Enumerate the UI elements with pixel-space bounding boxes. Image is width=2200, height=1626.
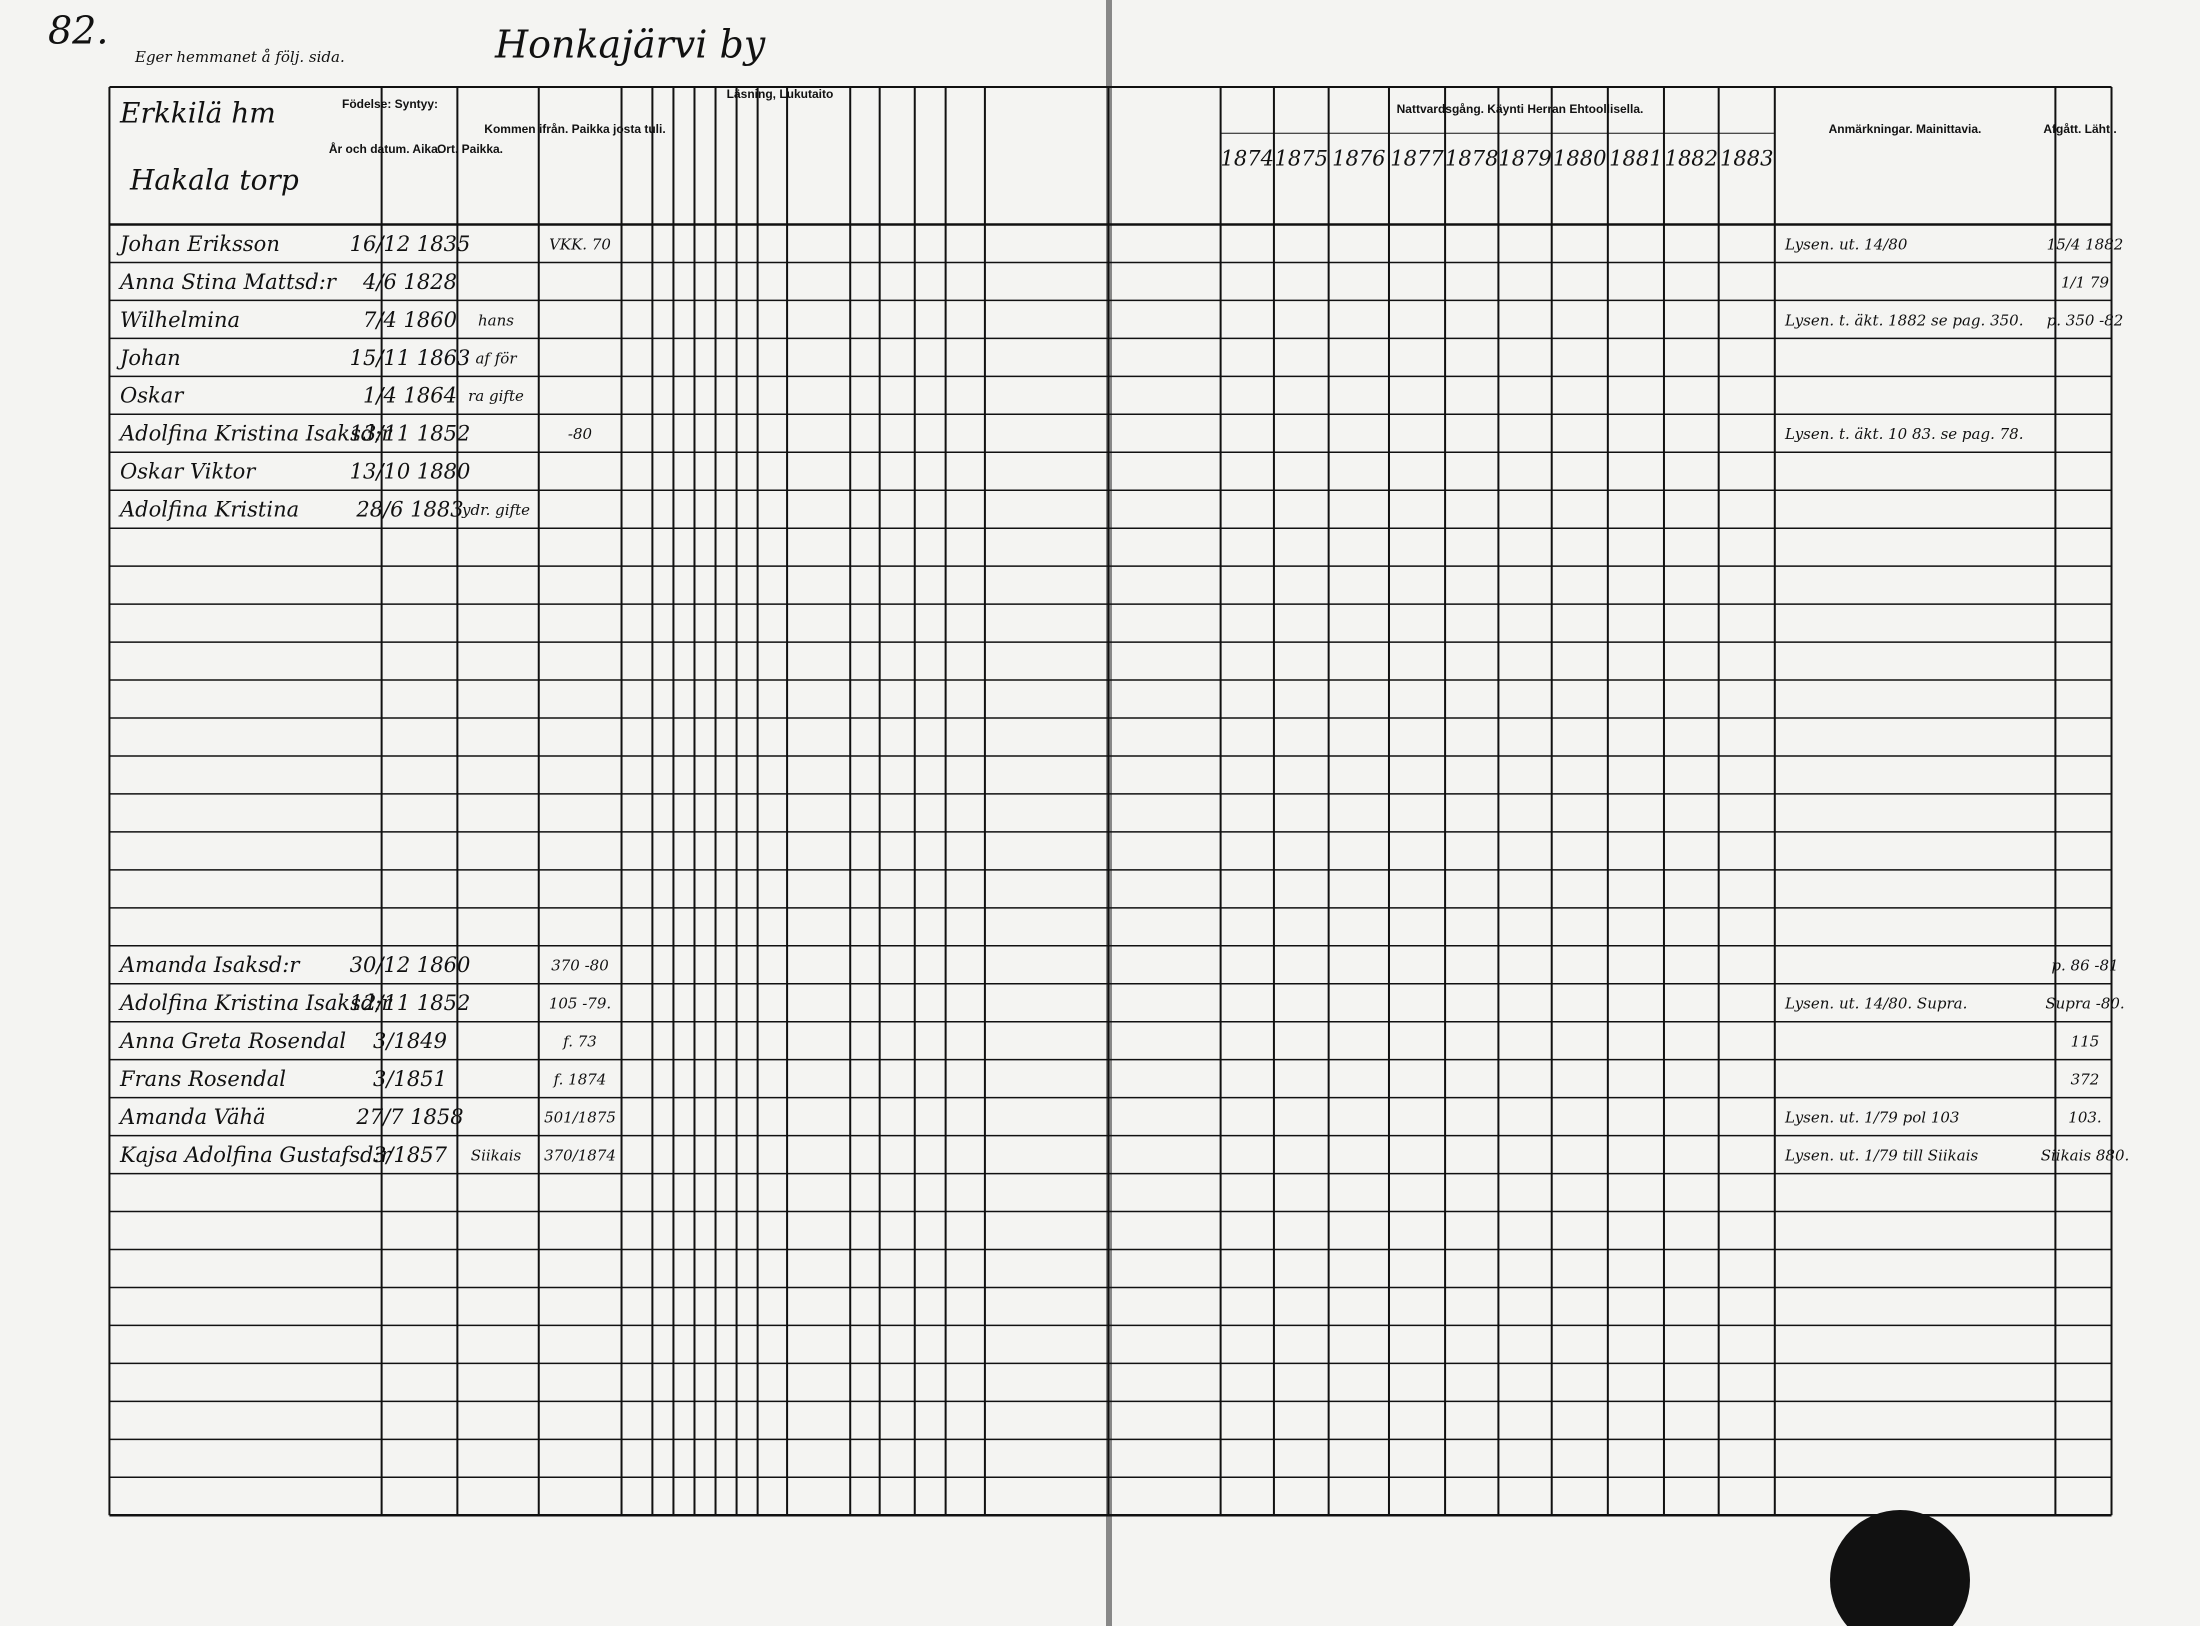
year-header: 1882	[1665, 147, 1718, 171]
column-header: År och datum. Aika.	[329, 141, 441, 156]
entry-birth: 12/11 1852	[350, 991, 471, 1015]
entry-birth: 13/10 1880	[350, 460, 471, 484]
entry-name: Amanda Vähä	[118, 1105, 266, 1129]
entry-departed: Siikais 880.	[2041, 1146, 2130, 1164]
entry-place: ydr. gifte	[461, 501, 530, 519]
column-header: Anmärkningar. Mainittavia.	[1829, 122, 1982, 136]
entry-remark: Lysen. t. äkt. 10 83. se pag. 78.	[1784, 425, 2023, 443]
entry-departed: p. 350 -82	[2047, 311, 2124, 329]
entry-birth: 16/12 1835	[350, 232, 471, 256]
year-header: 1874	[1221, 147, 1274, 171]
entry-remark: Lysen. ut. 14/80	[1784, 235, 1908, 253]
entry-name: Adolfina Kristina Isaksd:r	[118, 991, 393, 1015]
farm-name: Erkkilä hm	[119, 97, 276, 130]
entry-birth: 28/6 1883	[355, 498, 463, 522]
entry-from: VKK. 70	[549, 235, 611, 253]
entry-place: Siikais	[471, 1146, 522, 1164]
column-header: Födelse: Syntyy:	[342, 97, 438, 111]
entry-from: -80	[568, 425, 593, 443]
entry-birth: 15/11 1863	[350, 346, 471, 370]
year-header: 1880	[1553, 147, 1606, 171]
entry-name: Frans Rosendal	[119, 1067, 286, 1091]
entry-birth: 3/1857	[373, 1143, 448, 1167]
entry-from: f. 73	[562, 1033, 597, 1051]
entry-name: Adolfina Kristina	[118, 498, 299, 522]
page-number: 82.	[48, 9, 108, 53]
entry-name: Kajsa Adolfina Gustafsd:r	[119, 1143, 392, 1167]
croft-name: Hakala torp	[129, 164, 299, 197]
entry-name: Amanda Isaksd:r	[118, 953, 301, 977]
entry-remark: Lysen. ut. 1/79 till Siikais	[1784, 1146, 1979, 1164]
entry-name: Johan	[116, 346, 181, 370]
entry-departed: Supra -80.	[2045, 995, 2124, 1013]
entry-place: ra gifte	[468, 387, 524, 405]
entry-from: 370 -80	[551, 957, 609, 975]
column-header: Läsning, Lukutaito	[727, 87, 834, 101]
entry-from: 370/1874	[544, 1146, 616, 1164]
entry-birth: 3/1851	[373, 1067, 447, 1091]
entry-place: hans	[478, 311, 514, 329]
entry-departed: 15/4 1882	[2047, 235, 2124, 253]
year-header: 1876	[1332, 147, 1385, 171]
stamp	[1830, 1510, 1970, 1626]
entry-birth: 4/6 1828	[362, 270, 457, 294]
year-header: 1879	[1498, 147, 1551, 171]
entry-name: Oskar	[120, 384, 185, 408]
entry-place: af för	[475, 349, 517, 367]
entry-name: Anna Greta Rosendal	[118, 1029, 346, 1053]
entry-birth: 3/1849	[373, 1029, 447, 1053]
entry-remark: Lysen. ut. 1/79 pol 103	[1784, 1109, 1959, 1127]
column-header: Ort. Paikka.	[437, 142, 503, 156]
village-name: Honkajärvi by	[494, 23, 766, 67]
entry-departed: p. 86 -81	[2051, 957, 2118, 975]
column-header: Kommen ifrån. Paikka josta tuli.	[484, 122, 665, 136]
entry-remark: Lysen. t. äkt. 1882 se pag. 350.	[1784, 311, 2023, 329]
entry-birth: 1/4 1864	[363, 384, 457, 408]
year-header: 1877	[1390, 147, 1444, 171]
year-header: 1883	[1720, 147, 1773, 171]
entry-name: Johan Eriksson	[116, 232, 280, 256]
entry-birth: 30/12 1860	[350, 953, 471, 977]
entry-name: Wilhelmina	[120, 308, 240, 332]
entry-name: Adolfina Kristina Isaksd:r	[118, 422, 393, 446]
entry-remark: Lysen. ut. 14/80. Supra.	[1784, 995, 1967, 1013]
entry-departed: 1/1 79	[2061, 273, 2109, 291]
entry-birth: 7/4 1860	[363, 308, 457, 332]
entry-from: f. 1874	[553, 1071, 607, 1089]
entry-birth: 13/11 1852	[350, 422, 471, 446]
entry-name: Oskar Viktor	[120, 460, 257, 484]
entry-departed: 103.	[2068, 1109, 2101, 1127]
entry-name: Anna Stina Mattsd:r	[118, 270, 338, 294]
year-header: 1875	[1275, 147, 1328, 171]
column-header: Nattvardsgång. Käynti Herran Ehtoollisel…	[1397, 102, 1644, 116]
entry-from: 501/1875	[544, 1109, 616, 1127]
column-header: Afgått. Lähti.	[2043, 122, 2116, 136]
year-header: 1878	[1445, 147, 1498, 171]
year-header: 1881	[1609, 147, 1662, 171]
entry-departed: 372	[2071, 1071, 2100, 1089]
ruling	[108, 85, 2113, 1517]
entry-departed: 115	[2071, 1033, 2100, 1051]
entry-from: 105 -79.	[549, 995, 611, 1013]
entry-birth: 27/7 1858	[355, 1105, 463, 1129]
header-note: Eger hemmanet å följ. sida.	[134, 48, 345, 66]
